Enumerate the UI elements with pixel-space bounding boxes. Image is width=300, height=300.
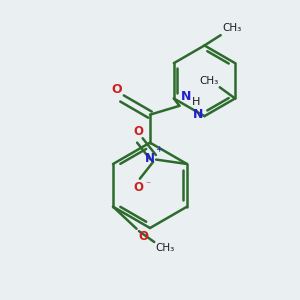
Text: O: O (134, 125, 143, 138)
Text: CH₃: CH₃ (199, 76, 218, 85)
Text: O: O (134, 181, 143, 194)
Text: N: N (145, 152, 154, 166)
Text: ⁻: ⁻ (146, 180, 151, 190)
Text: O: O (111, 82, 122, 95)
Text: O: O (138, 230, 148, 243)
Text: CH₃: CH₃ (156, 244, 175, 254)
Text: N: N (193, 108, 203, 121)
Text: N: N (181, 91, 191, 103)
Text: +: + (155, 145, 162, 154)
Text: CH₃: CH₃ (222, 23, 242, 33)
Text: H: H (192, 97, 200, 107)
